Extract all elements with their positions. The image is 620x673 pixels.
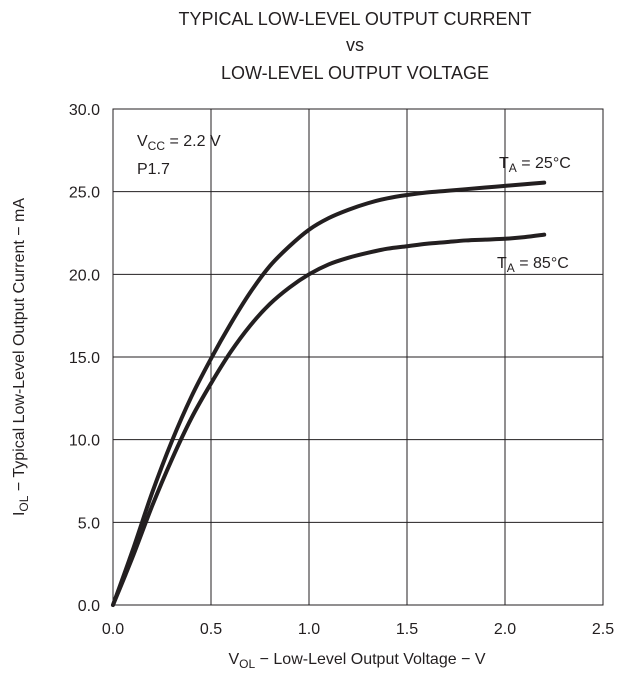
x-axis-label: VOL − Low-Level Output Voltage − V [228, 651, 485, 671]
x-tick-label: 0.5 [200, 621, 222, 638]
axis-ticks: 0.0 0.5 1.0 1.5 2.0 2.5 0.0 5.0 10.0 15.0 20.0 25.0… [69, 102, 614, 638]
y-tick-label: 10.0 [69, 433, 100, 450]
x-tick-label: 1.0 [298, 621, 320, 638]
y-tick-label: 15.0 [69, 350, 100, 367]
series-label-85c: TA = 85°C [497, 255, 569, 275]
y-tick-label: 30.0 [69, 102, 100, 119]
y-tick-label: 25.0 [69, 185, 100, 202]
y-tick-label: 5.0 [78, 515, 100, 532]
x-tick-label: 0.0 [102, 621, 124, 638]
y-tick-label: 0.0 [78, 598, 100, 615]
x-tick-label: 2.0 [494, 621, 516, 638]
y-axis-label: IOL − Typical Low-Level Output Current −… [11, 198, 31, 516]
series-line-25c [111, 180, 547, 607]
series-lines [111, 180, 547, 607]
y-tick-label: 20.0 [69, 267, 100, 284]
grid [113, 109, 603, 605]
chart-title-line-1: TYPICAL LOW-LEVEL OUTPUT CURRENT [178, 9, 531, 29]
chart-title: TYPICAL LOW-LEVEL OUTPUT CURRENT vs LOW-… [178, 9, 531, 83]
series-label-25c: TA = 25°C [499, 155, 571, 175]
series-line-85c [111, 232, 547, 607]
plot-area-frame [112, 108, 604, 606]
vcc-annotation: VCC = 2.2 V [137, 133, 221, 153]
chart-title-line-2: vs [346, 35, 364, 55]
annotations: VCC = 2.2 V P1.7 [137, 133, 221, 178]
x-tick-label: 2.5 [592, 621, 614, 638]
chart-title-line-3: LOW-LEVEL OUTPUT VOLTAGE [221, 63, 489, 83]
series-labels: TA = 25°C TA = 85°C [497, 155, 571, 275]
x-tick-label: 1.5 [396, 621, 418, 638]
pin-annotation: P1.7 [137, 161, 170, 178]
